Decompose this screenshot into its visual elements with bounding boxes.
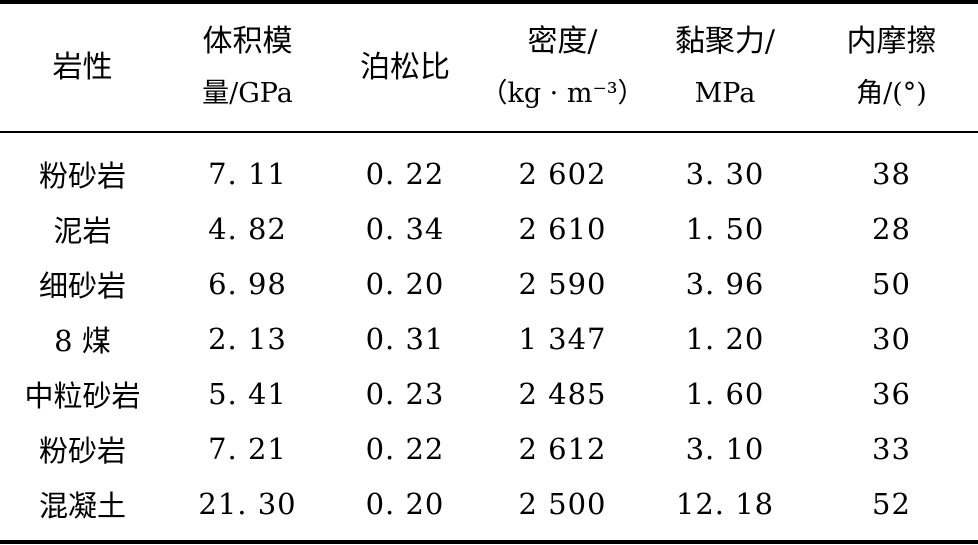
header-unit: （kg · m⁻³） [480, 77, 645, 109]
cell-cohesion: 1. 20 [685, 321, 765, 356]
cell-bulk-modulus: 5. 41 [208, 376, 287, 411]
header-friction-angle: 内摩擦 角/(°) [805, 4, 978, 131]
cell-poisson-ratio: 0. 22 [365, 431, 445, 466]
cell-lithology: 细砂岩 [38, 268, 126, 303]
table-row: 泥岩 4. 82 0. 34 2 610 1. 50 28 [0, 201, 978, 256]
cell-density: 2 610 [518, 211, 607, 246]
cell-poisson-ratio: 0. 20 [365, 486, 445, 521]
cell-density: 2 590 [518, 266, 607, 301]
cell-bulk-modulus: 7. 11 [208, 156, 287, 191]
table-header: 岩性 体积模 量/GPa 泊松比 密度/ （kg · m⁻³） 黏聚力/ MPa… [0, 4, 978, 131]
table-row: 中粒砂岩 5. 41 0. 23 2 485 1. 60 36 [0, 366, 978, 421]
cell-bulk-modulus: 6. 98 [208, 266, 287, 301]
cell-lithology: 混凝土 [38, 488, 126, 523]
cell-cohesion: 3. 10 [685, 431, 765, 466]
cell-cohesion: 1. 60 [685, 376, 765, 411]
table-row: 8 煤 2. 13 0. 31 1 347 1. 20 30 [0, 311, 978, 366]
cell-poisson-ratio: 0. 31 [365, 321, 445, 356]
table-body: 粉砂岩 7. 11 0. 22 2 602 3. 30 38 泥岩 4. 82 … [0, 146, 978, 531]
cell-density: 2 485 [518, 376, 607, 411]
cell-friction-angle: 30 [872, 321, 911, 356]
cell-lithology: 8 煤 [54, 323, 111, 358]
cell-cohesion: 3. 96 [685, 266, 765, 301]
cell-friction-angle: 38 [872, 156, 911, 191]
cell-lithology: 粉砂岩 [38, 158, 126, 193]
cell-poisson-ratio: 0. 23 [365, 376, 445, 411]
header-cohesion: 黏聚力/ MPa [645, 4, 805, 131]
table-row: 粉砂岩 7. 21 0. 22 2 612 3. 10 33 [0, 421, 978, 476]
table-row: 粉砂岩 7. 11 0. 22 2 602 3. 30 38 [0, 146, 978, 201]
header-text: 密度/ [527, 23, 598, 59]
cell-friction-angle: 36 [872, 376, 911, 411]
cell-cohesion: 3. 30 [685, 156, 765, 191]
cell-lithology: 粉砂岩 [38, 433, 126, 468]
cell-poisson-ratio: 0. 22 [365, 156, 445, 191]
cell-cohesion: 12. 18 [675, 486, 775, 521]
top-rule [0, 0, 978, 4]
cell-lithology: 中粒砂岩 [24, 378, 141, 413]
header-text: 内摩擦 [846, 23, 937, 59]
cell-density: 1 347 [518, 321, 607, 356]
cell-cohesion: 1. 50 [685, 211, 765, 246]
header-text: 泊松比 [360, 49, 450, 85]
header-text: 岩性 [52, 49, 113, 85]
cell-bulk-modulus: 7. 21 [208, 431, 287, 466]
header-text: 体积模 [202, 23, 293, 59]
cell-friction-angle: 52 [872, 486, 911, 521]
cell-friction-angle: 50 [872, 266, 911, 301]
cell-lithology: 泥岩 [53, 213, 112, 248]
header-rule [0, 131, 978, 133]
header-text: 黏聚力/ [674, 23, 776, 59]
cell-density: 2 500 [518, 486, 607, 521]
cell-density: 2 602 [518, 156, 607, 191]
cell-density: 2 612 [518, 431, 607, 466]
header-density: 密度/ （kg · m⁻³） [480, 4, 645, 131]
cell-friction-angle: 33 [872, 431, 911, 466]
header-bulk-modulus: 体积模 量/GPa [165, 4, 330, 131]
header-unit: 量/GPa [202, 77, 293, 109]
cell-bulk-modulus: 21. 30 [198, 486, 297, 521]
cell-friction-angle: 28 [872, 211, 911, 246]
cell-poisson-ratio: 0. 34 [365, 211, 445, 246]
header-unit: 角/(°) [856, 77, 927, 109]
header-lithology: 岩性 [0, 4, 165, 131]
table-row: 细砂岩 6. 98 0. 20 2 590 3. 96 50 [0, 256, 978, 311]
header-unit: MPa [694, 77, 756, 109]
table-row: 混凝土 21. 30 0. 20 2 500 12. 18 52 [0, 476, 978, 531]
cell-poisson-ratio: 0. 20 [365, 266, 445, 301]
cell-bulk-modulus: 4. 82 [208, 211, 287, 246]
bottom-rule [0, 540, 978, 544]
cell-bulk-modulus: 2. 13 [208, 321, 287, 356]
header-poisson-ratio: 泊松比 [330, 4, 480, 131]
